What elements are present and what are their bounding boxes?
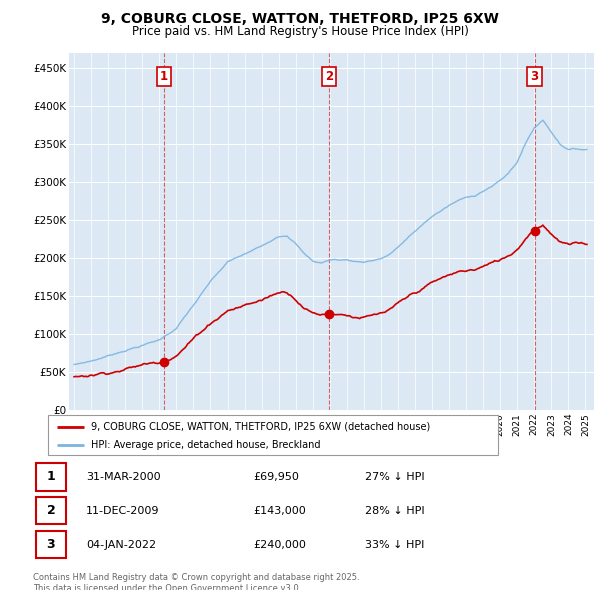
Text: 2: 2 bbox=[325, 70, 333, 83]
Text: 31-MAR-2000: 31-MAR-2000 bbox=[86, 472, 160, 482]
Text: 3: 3 bbox=[530, 70, 539, 83]
Text: 3: 3 bbox=[47, 538, 55, 551]
Text: Price paid vs. HM Land Registry's House Price Index (HPI): Price paid vs. HM Land Registry's House … bbox=[131, 25, 469, 38]
Text: 11-DEC-2009: 11-DEC-2009 bbox=[86, 506, 160, 516]
Text: HPI: Average price, detached house, Breckland: HPI: Average price, detached house, Brec… bbox=[91, 441, 320, 450]
Text: 1: 1 bbox=[47, 470, 55, 483]
Text: 33% ↓ HPI: 33% ↓ HPI bbox=[365, 540, 424, 550]
Text: 2: 2 bbox=[47, 504, 55, 517]
FancyBboxPatch shape bbox=[48, 415, 498, 455]
Text: 9, COBURG CLOSE, WATTON, THETFORD, IP25 6XW (detached house): 9, COBURG CLOSE, WATTON, THETFORD, IP25 … bbox=[91, 422, 430, 432]
Text: 04-JAN-2022: 04-JAN-2022 bbox=[86, 540, 156, 550]
Text: £69,950: £69,950 bbox=[253, 472, 299, 482]
FancyBboxPatch shape bbox=[35, 531, 66, 558]
Text: 1: 1 bbox=[160, 70, 167, 83]
Text: 28% ↓ HPI: 28% ↓ HPI bbox=[365, 506, 424, 516]
Text: 27% ↓ HPI: 27% ↓ HPI bbox=[365, 472, 424, 482]
Text: £240,000: £240,000 bbox=[253, 540, 306, 550]
FancyBboxPatch shape bbox=[35, 497, 66, 525]
Text: Contains HM Land Registry data © Crown copyright and database right 2025.
This d: Contains HM Land Registry data © Crown c… bbox=[33, 573, 359, 590]
Text: 9, COBURG CLOSE, WATTON, THETFORD, IP25 6XW: 9, COBURG CLOSE, WATTON, THETFORD, IP25 … bbox=[101, 12, 499, 26]
FancyBboxPatch shape bbox=[35, 463, 66, 491]
Text: £143,000: £143,000 bbox=[253, 506, 306, 516]
